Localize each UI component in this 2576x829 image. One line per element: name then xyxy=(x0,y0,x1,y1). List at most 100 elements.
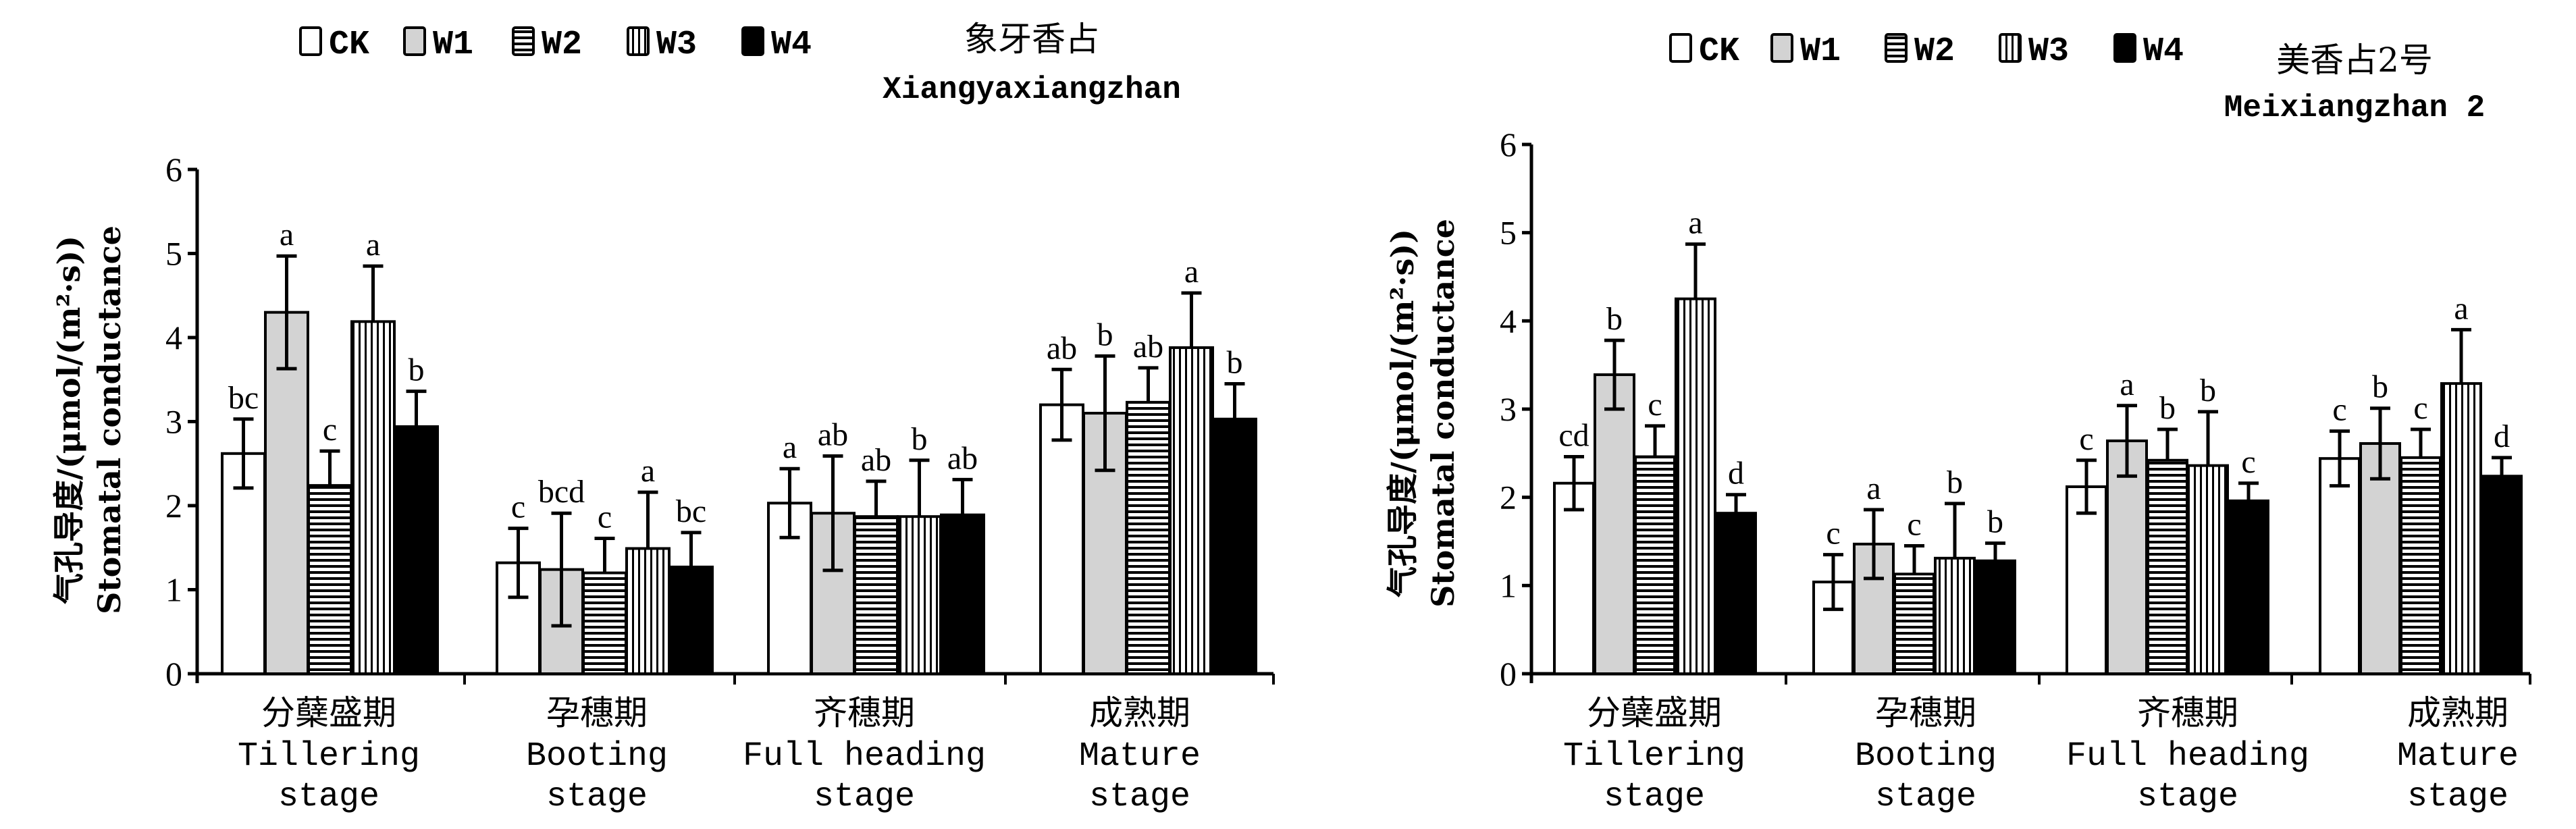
bar-w3 xyxy=(1675,297,1716,675)
y-tick-label: 4 xyxy=(1500,302,1517,340)
significance-letter: a xyxy=(366,227,380,263)
legend-label-w1: W1 xyxy=(1800,32,1841,71)
bar-w3 xyxy=(1169,346,1214,675)
y-axis-label-cn: 气孔导度/(μmol/(m²·s)) xyxy=(51,236,87,604)
legend-swatch-w2 xyxy=(1885,33,1908,63)
y-tick-label: 3 xyxy=(1500,390,1517,428)
bar-w2 xyxy=(1126,400,1171,675)
legend-swatch-w4 xyxy=(741,26,764,56)
legend-label-w3: W3 xyxy=(2028,32,2069,71)
x-category-label-cn: 成熟期 xyxy=(2407,693,2508,732)
significance-letter: b xyxy=(912,421,928,457)
bar-w2 xyxy=(1634,455,1676,675)
legend-label-w4: W4 xyxy=(2143,32,2184,71)
x-category-label-en: Mature xyxy=(2397,737,2519,776)
bar-w4 xyxy=(1974,559,2016,675)
legend-label-w2: W2 xyxy=(542,26,582,64)
x-category-label-en: stage xyxy=(1604,778,1705,816)
bar-w4 xyxy=(1212,417,1257,675)
x-category-label-en: stage xyxy=(546,778,648,816)
significance-letter: c xyxy=(2079,421,2093,457)
y-tick-label: 3 xyxy=(165,403,182,441)
significance-letter: c xyxy=(598,500,612,535)
y-tick-label: 5 xyxy=(165,235,182,273)
chart-meixiangzhan-2: CK W1 W2 W3 W4 美香占2号 Meixiangzhan 2 气孔导度/(μm… xyxy=(1384,32,2531,816)
significance-letter: a xyxy=(280,217,294,252)
chart-subtitle: Meixiangzhan 2 xyxy=(2224,90,2485,126)
y-tick-label: 6 xyxy=(165,151,182,188)
bar-w3 xyxy=(897,515,942,675)
significance-letter: a xyxy=(1866,471,1881,506)
significance-letter: ab xyxy=(861,442,891,478)
y-tick-label: 1 xyxy=(1500,566,1517,604)
significance-letter: c xyxy=(2332,392,2346,428)
legend-label-w1: W1 xyxy=(433,26,473,64)
x-category-label-en: stage xyxy=(278,778,379,816)
significance-letter: b xyxy=(1227,344,1243,380)
x-category-label-cn: 成熟期 xyxy=(1089,693,1190,732)
legend-swatch-w3 xyxy=(627,26,650,56)
significance-letter: a xyxy=(783,429,797,465)
significance-letter: c xyxy=(511,489,525,525)
y-tick-label: 2 xyxy=(165,487,182,525)
legend: CK W1 W2 W3 W4 xyxy=(299,26,812,64)
chart-title: 象牙香占 xyxy=(964,20,1099,59)
y-tick-label: 6 xyxy=(1500,126,1517,163)
chart-xiangyaxiangzhan: CK W1 W2 W3 W4 象牙香占 Xiangyaxiangzhan 气孔导度/(μ… xyxy=(51,20,1275,816)
legend-swatch-w4 xyxy=(2113,33,2136,63)
significance-letter: b xyxy=(1987,504,2003,540)
significance-letter: a xyxy=(2120,367,2134,402)
significance-letter: bc xyxy=(676,493,706,529)
x-category-label-cn: 孕穗期 xyxy=(546,693,648,732)
significance-letter: ab xyxy=(818,417,848,453)
significance-letter: ab xyxy=(1047,330,1077,366)
x-category-label-en: stage xyxy=(1875,778,1976,816)
significance-letter: cd xyxy=(1558,418,1589,454)
bar-w4 xyxy=(940,513,985,675)
bar-w3 xyxy=(625,547,671,675)
bar-ck xyxy=(1553,481,1595,675)
x-category-label-cn: 孕穗期 xyxy=(1875,693,1976,732)
y-axis-label-cn: 气孔导度/(μmol/(m²·s)) xyxy=(1384,229,1421,597)
y-tick-label: 0 xyxy=(1500,655,1517,693)
bar-w2 xyxy=(2147,458,2188,676)
significance-letter: b xyxy=(2372,369,2388,405)
x-category-label-en: Tillering xyxy=(1563,737,1745,776)
significance-letter: a xyxy=(1184,254,1199,290)
bar-w2 xyxy=(1893,572,1935,676)
legend: CK W1 W2 W3 W4 xyxy=(1669,32,2184,71)
legend-label-w2: W2 xyxy=(1914,32,1955,71)
y-tick-label: 4 xyxy=(165,319,182,356)
legend-swatch-ck xyxy=(299,26,322,56)
significance-letter: a xyxy=(641,453,655,489)
legend-swatch-w1 xyxy=(1770,33,1793,63)
y-axis-label-en: Stomatal conductance xyxy=(91,225,128,614)
significance-letter: d xyxy=(1728,456,1744,491)
legend-swatch-w3 xyxy=(1999,33,2022,63)
bar-w2 xyxy=(307,484,352,675)
bar-w3 xyxy=(2187,464,2229,675)
significance-letter: bc xyxy=(228,380,259,416)
bar-w2 xyxy=(582,571,627,675)
bar-w3 xyxy=(2440,382,2482,676)
bar-w1 xyxy=(264,311,309,675)
significance-letter: ab xyxy=(1133,329,1163,365)
y-tick-label: 5 xyxy=(1500,214,1517,252)
x-category-label-en: Tillering xyxy=(238,737,420,776)
legend-label-ck: CK xyxy=(1699,32,1739,71)
significance-letter: b xyxy=(2200,373,2216,408)
y-tick-label: 0 xyxy=(165,655,182,693)
significance-letter: c xyxy=(2241,444,2255,480)
y-tick-label: 1 xyxy=(165,571,182,609)
x-category-label-en: Booting xyxy=(1855,737,1997,776)
bar-w2 xyxy=(853,515,899,675)
bar-w4 xyxy=(1715,512,1757,675)
y-axis-label-en: Stomatal conductance xyxy=(1425,219,1461,608)
legend-label-w3: W3 xyxy=(656,26,697,64)
bar-w4 xyxy=(394,425,439,675)
legend-label-w4: W4 xyxy=(771,26,812,64)
x-category-label-en: stage xyxy=(2137,778,2238,816)
legend-swatch-w2 xyxy=(512,26,535,56)
x-category-label-en: Full heading xyxy=(743,737,986,776)
